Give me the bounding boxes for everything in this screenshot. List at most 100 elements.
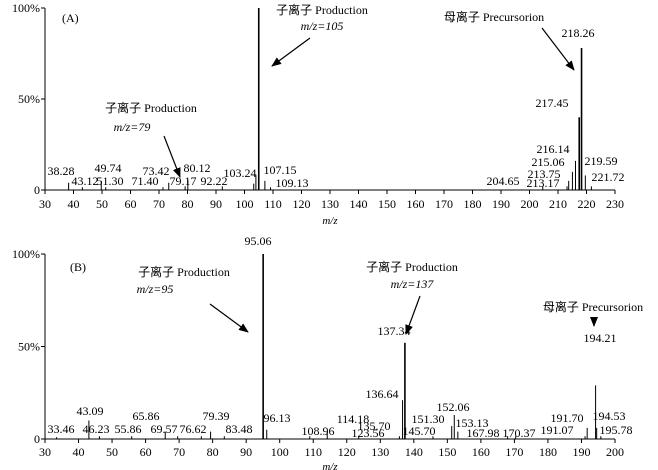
peak-label: 191.70 xyxy=(551,411,584,425)
peak-label: 216.14 xyxy=(537,142,570,156)
peak-label: 69.57 xyxy=(151,422,178,436)
annotation-title: 母离子 Precursorion xyxy=(543,299,643,314)
x-tick-label: 30 xyxy=(39,445,51,459)
peak-label: 213.75 xyxy=(528,167,561,181)
x-tick-label: 60 xyxy=(125,197,137,211)
peak-label: 135.70 xyxy=(358,419,391,433)
peak-label: 92.22 xyxy=(201,174,228,188)
peak-label: 83.48 xyxy=(226,422,253,436)
spectrum-panel-b: 0 50% 100% 30 40 50 60 70 80 90 100 110 120 130 140 150… xyxy=(12,234,643,470)
peak-label: 215.06 xyxy=(532,155,565,169)
peak-label: 55.86 xyxy=(115,422,142,436)
x-tick-label: 100 xyxy=(271,445,289,459)
annotation-title: 子离子 Production xyxy=(138,264,230,279)
peak-label: 43.09 xyxy=(77,404,104,418)
x-tick-label: 140 xyxy=(350,197,368,211)
peak-label: 219.59 xyxy=(585,154,618,168)
y-tick-label: 100% xyxy=(12,247,40,261)
peak-label: 96.13 xyxy=(264,411,291,425)
x-tick-label: 190 xyxy=(492,197,510,211)
peak-label: 51.30 xyxy=(97,174,124,188)
annotation-title: 子离子 Production xyxy=(276,2,368,17)
x-tick-label: 80 xyxy=(207,445,219,459)
peak-label: 65.86 xyxy=(133,409,160,423)
peak-label: 145.70 xyxy=(403,424,436,438)
x-axis-label: m/z xyxy=(322,215,338,227)
peak-label: 218.26 xyxy=(562,26,595,40)
y-tick-label: 0 xyxy=(34,432,40,446)
peak-label: 167.98 xyxy=(467,426,500,440)
x-tick-label: 180 xyxy=(539,445,557,459)
x-tick-label: 60 xyxy=(140,445,152,459)
peak-label: 217.45 xyxy=(536,96,569,110)
annotation-arrow xyxy=(541,27,575,71)
annotation-mz: m/z=79 xyxy=(114,120,151,134)
annotation-mz: m/z=95 xyxy=(137,282,174,296)
peak-label: 114.18 xyxy=(337,412,370,426)
x-tick-label: 30 xyxy=(39,197,51,211)
peak-label: 221.72 xyxy=(592,170,625,184)
annotation-title: 母离子 Precursorion xyxy=(444,9,544,24)
x-tick-label: 90 xyxy=(240,445,252,459)
peak-label: 194.21 xyxy=(584,331,617,345)
peak-label: 49.74 xyxy=(95,161,122,175)
peak-label: 73.42 xyxy=(143,164,170,178)
annotation-arrow xyxy=(405,295,421,335)
peak-label: 153.13 xyxy=(456,416,489,430)
peak-label: 33.46 xyxy=(48,422,75,436)
annotation-arrow xyxy=(163,135,181,178)
x-tick-label: 220 xyxy=(578,197,596,211)
peak-label: 195.78 xyxy=(600,423,633,437)
y-tick-label: 100% xyxy=(12,1,40,15)
peak-label: 76.62 xyxy=(180,422,207,436)
peak-label: 152.06 xyxy=(437,400,470,414)
x-tick-label: 130 xyxy=(371,445,389,459)
peak-label: 108.96 xyxy=(302,424,335,438)
annotation-title: 子离子 Production xyxy=(105,100,197,115)
x-tick-label: 200 xyxy=(606,445,624,459)
peak-label: 151.30 xyxy=(412,412,445,426)
x-tick-label: 210 xyxy=(549,197,567,211)
x-tick-label: 150 xyxy=(378,197,396,211)
x-tick-label: 100 xyxy=(236,197,254,211)
annotation-mz: m/z=105 xyxy=(301,19,344,33)
x-tick-label: 230 xyxy=(606,197,624,211)
x-tick-label: 120 xyxy=(338,445,356,459)
peak-label: 107.15 xyxy=(264,163,297,177)
x-tick-label: 170 xyxy=(435,197,453,211)
peak-label: 123.56 xyxy=(352,426,385,440)
x-tick-label: 140 xyxy=(405,445,423,459)
peak-label: 213.17 xyxy=(527,176,560,190)
x-tick-label: 70 xyxy=(153,197,165,211)
peak-label: 103.24 xyxy=(224,166,257,180)
x-tick-label: 160 xyxy=(407,197,425,211)
y-tick-label: 0 xyxy=(34,183,40,197)
peak-label: 170.37 xyxy=(503,426,536,440)
x-tick-label: 50 xyxy=(106,445,118,459)
annotation-arrow xyxy=(271,37,311,67)
peak-label: 136.64 xyxy=(366,387,399,401)
x-tick-label: 70 xyxy=(173,445,185,459)
peak-label: 79.39 xyxy=(203,409,230,423)
x-tick-label: 40 xyxy=(68,197,80,211)
panel-label: (A) xyxy=(62,11,79,25)
x-tick-label: 130 xyxy=(321,197,339,211)
x-tick-label: 120 xyxy=(293,197,311,211)
peak-label: 191.07 xyxy=(541,423,574,437)
y-tick-label: 50% xyxy=(18,340,40,354)
panel-label: (B) xyxy=(70,260,86,274)
x-tick-label: 180 xyxy=(464,197,482,211)
peak-label: 79.17 xyxy=(170,174,197,188)
x-tick-label: 50 xyxy=(96,197,108,211)
peak-label: 80.12 xyxy=(184,161,211,175)
peak-label: 194.53 xyxy=(593,409,626,423)
peak-label: 204.65 xyxy=(487,174,520,188)
peak-label: 137.34 xyxy=(378,324,411,338)
peak-label: 95.06 xyxy=(245,234,272,248)
x-tick-label: 160 xyxy=(472,445,490,459)
x-tick-label: 150 xyxy=(438,445,456,459)
annotation-arrow xyxy=(209,303,249,333)
annotation-mz: m/z=137 xyxy=(391,277,435,291)
x-tick-label: 80 xyxy=(182,197,194,211)
